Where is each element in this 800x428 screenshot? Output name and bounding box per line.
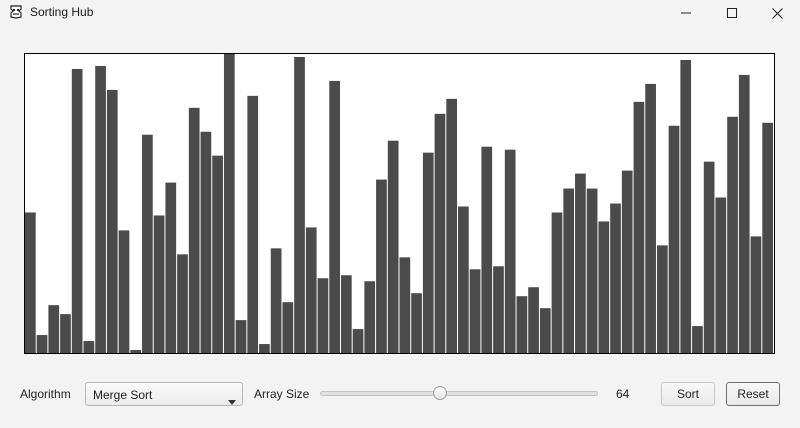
bar — [703, 161, 715, 353]
bar — [282, 302, 294, 353]
bar — [481, 146, 493, 353]
sort-button[interactable]: Sort — [661, 382, 715, 406]
bar — [434, 113, 446, 353]
title-bar: Sorting Hub — [0, 0, 800, 26]
bar — [259, 344, 270, 353]
bar — [516, 296, 528, 353]
bar — [399, 257, 411, 353]
bar — [680, 59, 692, 353]
bar — [668, 125, 680, 353]
bar — [610, 203, 621, 353]
bar — [294, 56, 305, 353]
bar — [270, 248, 282, 353]
bars-chart — [25, 54, 773, 353]
bar — [539, 308, 551, 353]
bar — [60, 314, 71, 353]
bar — [329, 80, 340, 353]
bar — [153, 215, 165, 353]
bar — [727, 116, 738, 353]
bar — [656, 245, 668, 353]
bar — [621, 170, 633, 353]
bar — [95, 65, 106, 353]
bar — [177, 254, 188, 353]
slider-thumb[interactable] — [432, 386, 447, 400]
maximize-button[interactable] — [709, 0, 755, 26]
bar — [551, 212, 563, 353]
bar — [118, 230, 130, 353]
bar — [738, 74, 750, 353]
close-button[interactable] — [754, 0, 800, 26]
bar — [586, 188, 598, 353]
app-logo-icon — [9, 5, 23, 19]
bar — [130, 350, 142, 353]
bar — [504, 149, 516, 353]
algorithm-select[interactable]: Merge Sort — [85, 382, 243, 406]
bar — [352, 329, 364, 353]
chevron-down-icon — [228, 392, 236, 410]
bar — [645, 83, 656, 353]
bar — [376, 179, 387, 353]
bar — [422, 152, 434, 353]
algorithm-label: Algorithm — [20, 387, 71, 401]
bar — [235, 320, 247, 353]
bar — [715, 197, 727, 353]
bar — [247, 95, 259, 353]
bar — [188, 107, 200, 353]
bar — [563, 188, 575, 353]
bar — [692, 326, 703, 353]
bar — [48, 305, 60, 353]
bar — [762, 122, 773, 353]
bar — [165, 182, 177, 353]
minimize-icon — [681, 12, 691, 14]
close-icon — [771, 7, 783, 19]
bar — [36, 335, 48, 353]
minimize-button[interactable] — [663, 0, 709, 26]
bar — [493, 266, 504, 353]
bar — [106, 89, 118, 353]
bar — [469, 269, 481, 353]
algorithm-select-value: Merge Sort — [93, 388, 153, 402]
array-size-value: 64 — [616, 387, 630, 401]
bar-visualizer — [24, 53, 775, 354]
bar — [340, 275, 352, 353]
bar — [528, 287, 539, 353]
bar — [411, 293, 422, 353]
bar — [750, 236, 762, 353]
bar — [446, 98, 458, 353]
bar — [387, 140, 399, 353]
bar — [25, 212, 36, 353]
controls-bar: Algorithm Merge Sort Array Size 64 Sort … — [0, 380, 800, 408]
slider-track[interactable] — [320, 391, 598, 396]
array-size-label: Array Size — [254, 387, 310, 401]
bar — [364, 281, 376, 353]
bar — [212, 155, 223, 353]
bar — [223, 54, 235, 353]
bar — [142, 134, 153, 353]
bar — [598, 221, 610, 353]
bar — [200, 131, 212, 353]
bar — [71, 68, 83, 353]
bar — [458, 206, 469, 353]
reset-button[interactable]: Reset — [726, 382, 780, 406]
bar — [575, 173, 586, 353]
bar — [83, 341, 95, 353]
bar — [317, 278, 329, 353]
bar — [633, 101, 645, 353]
array-size-slider[interactable] — [320, 386, 598, 402]
maximize-icon — [727, 8, 737, 18]
window-title: Sorting Hub — [30, 5, 94, 19]
bar — [305, 227, 317, 353]
